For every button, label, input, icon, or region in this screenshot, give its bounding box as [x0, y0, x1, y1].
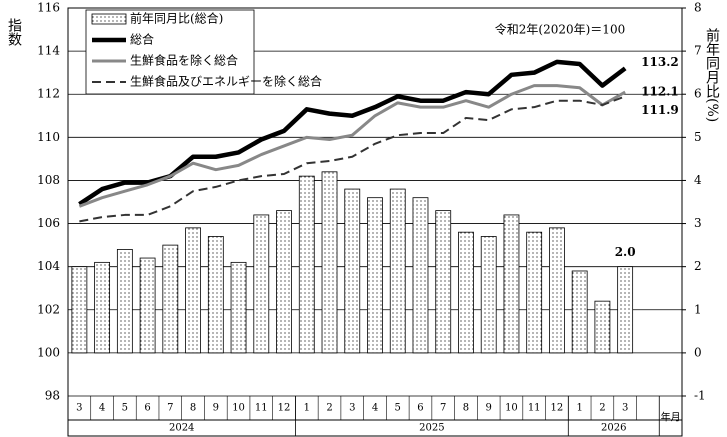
annotation: 令和2年(2020年)＝100 — [495, 22, 625, 37]
legend-label: 生鮮食品及びエネルギーを除く総合 — [130, 74, 322, 89]
y-tick-label: 110 — [37, 130, 60, 144]
x-tick-label: 4 — [99, 403, 105, 414]
x-tick-label: 9 — [213, 403, 219, 414]
y-tick-label: 114 — [37, 44, 60, 58]
x-tick-label: 10 — [232, 403, 245, 414]
x-tick-label: 1 — [304, 403, 310, 414]
bar — [594, 300, 611, 354]
bar — [367, 197, 383, 354]
bar — [71, 266, 88, 354]
y2-tick-label: 6 — [694, 87, 702, 101]
y2-tick-label: 5 — [694, 130, 702, 144]
y-tick-label: 106 — [37, 216, 60, 230]
y2-tick-label: 4 — [694, 173, 702, 187]
bar — [503, 214, 520, 354]
bar — [571, 270, 588, 354]
x-tick-label: 3 — [76, 403, 82, 414]
year-label: 2024 — [169, 423, 194, 434]
y-axis-label: 指数 — [6, 18, 22, 46]
x-tick-label: 10 — [505, 403, 518, 414]
data-label: 2.0 — [615, 245, 636, 259]
bar — [207, 236, 224, 354]
y2-tick-label: 7 — [694, 44, 702, 58]
bar — [116, 249, 133, 354]
y2-tick-label: 1 — [694, 302, 702, 316]
y-tick-label: 108 — [37, 173, 60, 187]
x-tick-label: 8 — [190, 403, 196, 414]
y2-axis-label: 前年同月比(%) — [704, 27, 720, 122]
bar — [412, 197, 429, 354]
bar — [298, 175, 315, 354]
y-tick-label: 116 — [37, 1, 60, 15]
bar — [162, 244, 179, 354]
y2-tick-label: 3 — [694, 216, 702, 230]
x-tick-label: 8 — [463, 403, 469, 414]
line — [79, 95, 626, 223]
bar — [526, 231, 543, 354]
y-tick-label: 104 — [37, 259, 60, 273]
x-tick-label: 4 — [372, 403, 378, 414]
year-label: 2026 — [601, 423, 626, 434]
x-tick-label: 12 — [551, 403, 564, 414]
legend-label: 生鮮食品を除く総合 — [130, 53, 238, 68]
x-tick-label: 6 — [417, 403, 423, 414]
x-tick-label: 2 — [326, 403, 332, 414]
bar — [549, 227, 565, 354]
bar — [435, 210, 452, 354]
bar — [344, 188, 361, 354]
x-tick-label: 2 — [599, 403, 605, 414]
x-tick-label: 12 — [278, 403, 291, 414]
x-axis-label: 年月 — [661, 411, 681, 424]
x-tick-label: 7 — [167, 403, 173, 414]
x-tick-label: 3 — [622, 403, 628, 414]
x-tick-label: 9 — [486, 403, 492, 414]
x-tick-label: 11 — [255, 403, 268, 414]
line — [78, 84, 626, 208]
legend-label: 総合 — [130, 32, 154, 47]
legend-label: 前年同月比(総合) — [130, 11, 223, 26]
x-tick-label: 5 — [395, 403, 401, 414]
y-tick-label: 112 — [37, 87, 60, 101]
plot-frame — [67, 7, 683, 437]
y2-tick-label: 8 — [694, 1, 702, 15]
bar — [253, 214, 270, 354]
y2-tick-label: 2 — [694, 259, 702, 273]
x-tick-label: 11 — [528, 403, 541, 414]
bar — [321, 171, 338, 354]
bar — [480, 236, 497, 354]
y-tick-label: 98 — [45, 389, 60, 403]
bar — [94, 261, 111, 354]
end-label: 111.9 — [641, 103, 679, 117]
x-tick-label: 3 — [349, 403, 355, 414]
bar — [185, 227, 201, 354]
x-tick-label: 6 — [144, 403, 150, 414]
x-tick-label: 1 — [576, 403, 582, 414]
y-tick-label: 102 — [37, 302, 60, 316]
legend-swatch — [91, 13, 127, 25]
end-label: 112.1 — [641, 85, 679, 99]
bar — [276, 210, 292, 354]
bar — [389, 188, 406, 354]
end-label: 113.2 — [641, 55, 679, 69]
year-label: 2025 — [419, 423, 444, 434]
bar — [230, 261, 247, 354]
bar — [617, 266, 634, 354]
bar — [139, 257, 156, 354]
y2-tick-label: 0 — [694, 345, 702, 359]
x-tick-label: 7 — [440, 403, 446, 414]
x-tick-label: 5 — [122, 403, 128, 414]
y-tick-label: 100 — [37, 345, 60, 359]
bar — [458, 231, 474, 354]
y2-tick-label: -1 — [694, 389, 706, 403]
